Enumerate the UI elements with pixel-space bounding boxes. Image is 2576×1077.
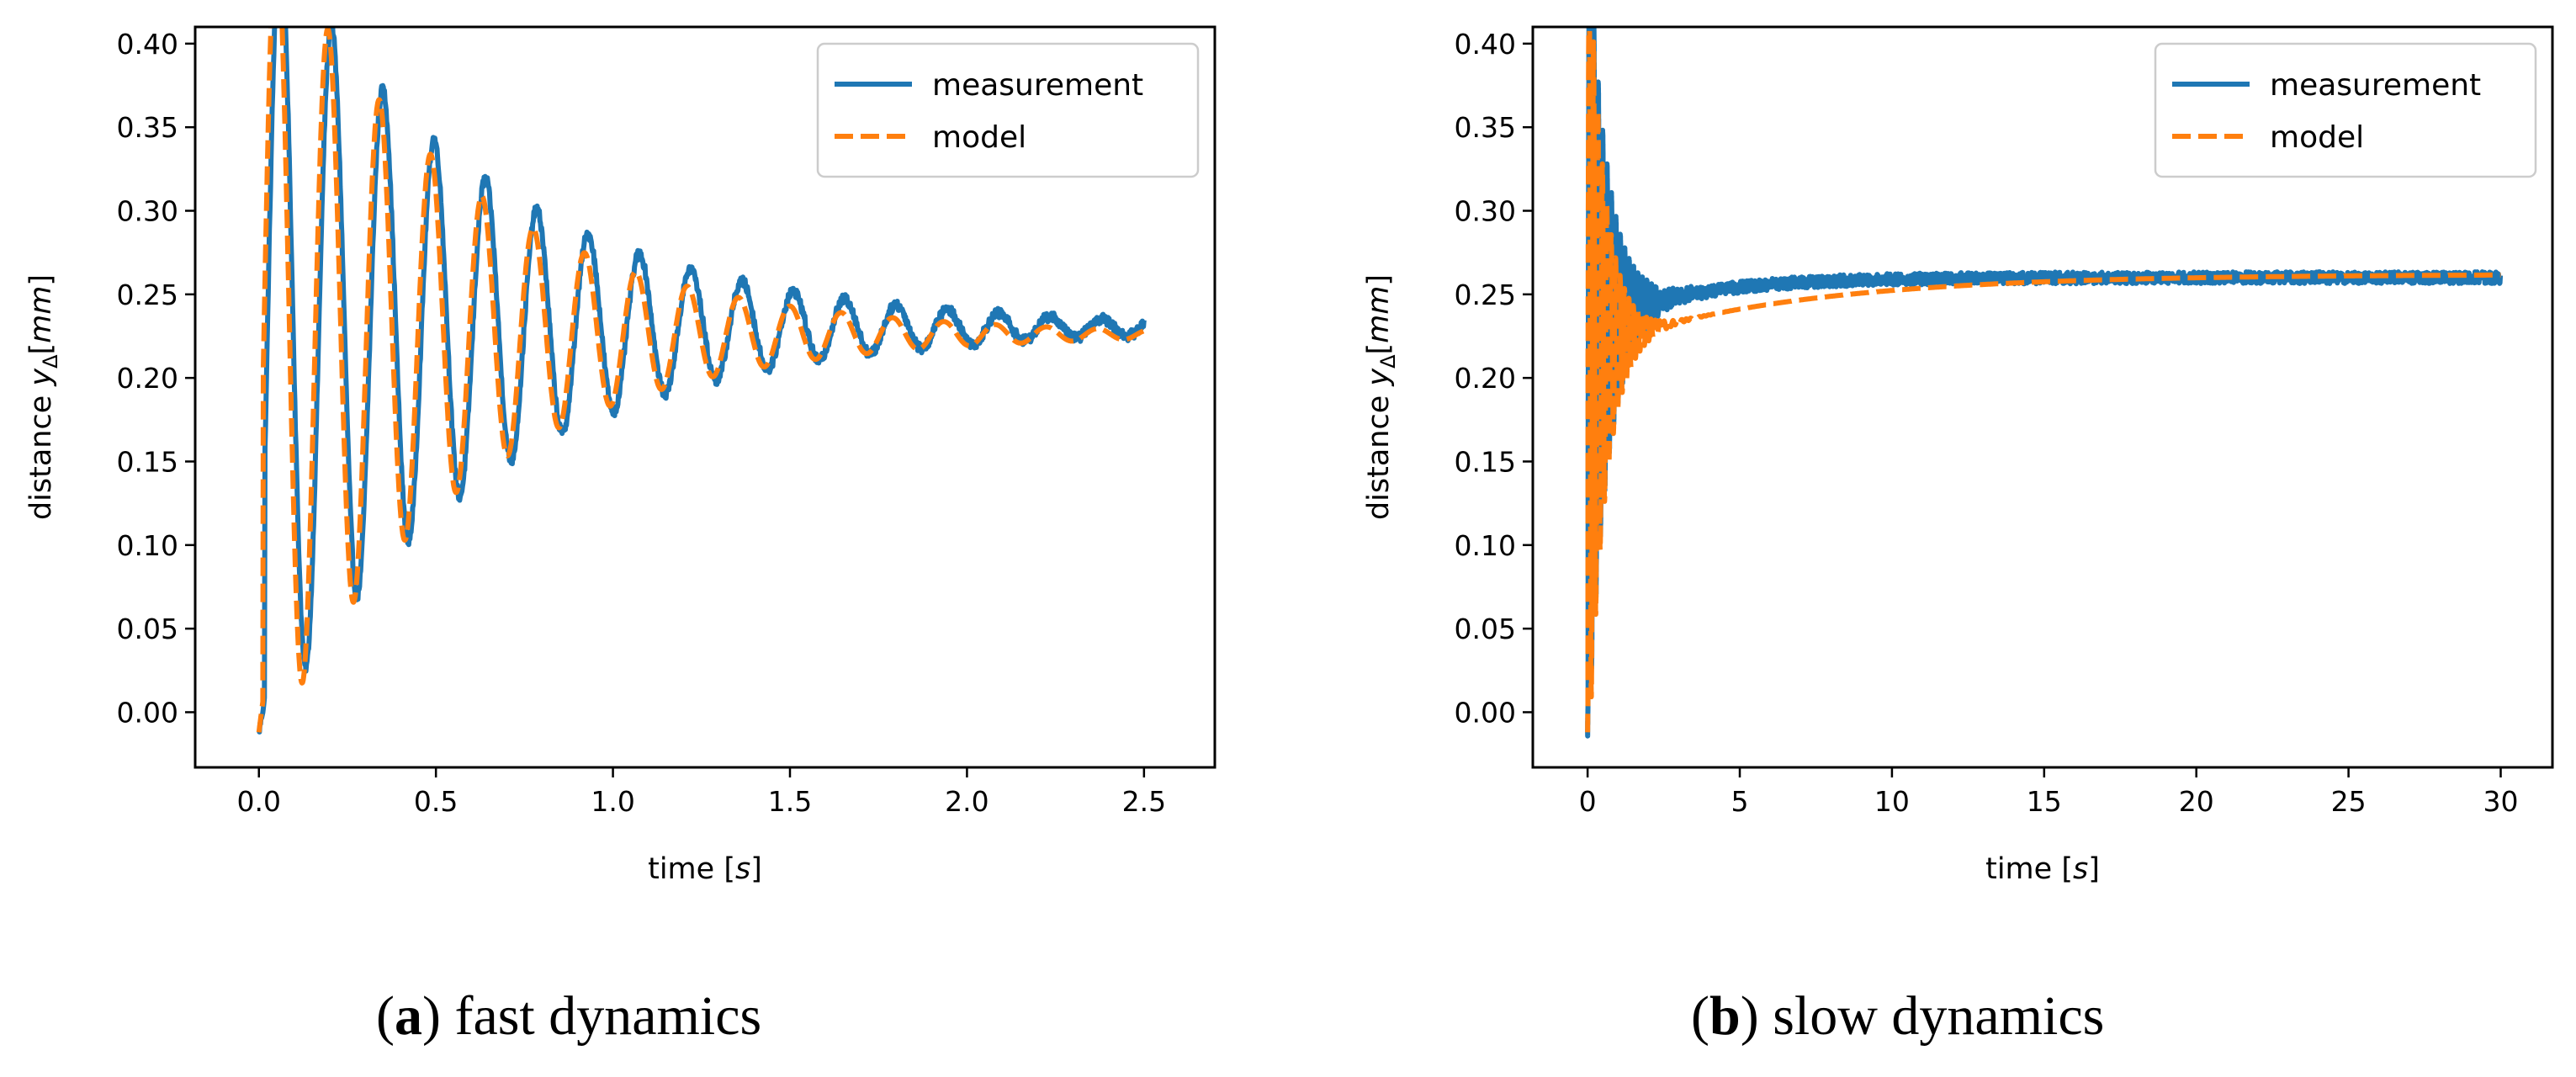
y-tick-label: 0.40: [117, 28, 178, 61]
y-tick-label: 0.10: [1455, 529, 1516, 562]
caption-fast: (a) fast dynamics: [376, 985, 762, 1047]
y-tick-label: 0.00: [1455, 696, 1516, 729]
series-model-line: [256, 27, 1147, 733]
legend-label-model: model: [2270, 120, 2364, 155]
y-tick-label: 0.30: [1455, 195, 1516, 228]
chart-panel-slow-dynamics: 0 5 10 15 20 25 30 0.00 0.05 0.10 0.15 0.20 0.25 0.30…: [1362, 25, 2554, 886]
y-tick-label: 0.10: [117, 529, 178, 562]
x-tick-label: 5: [1731, 785, 1749, 818]
x-tick-label: 0: [1579, 785, 1597, 818]
legend-fast: measurement model: [816, 42, 1200, 178]
y-tick-label: 0.25: [117, 279, 178, 311]
x-tick-label: 25: [2331, 785, 2367, 818]
chart-panel-fast-dynamics: 0.0 0.5 1.0 1.5 2.0 2.5 0.00 0.05 0.10 0.15 0.20 0.…: [24, 25, 1216, 886]
x-tick-label: 15: [2027, 785, 2062, 818]
y-axis-label-fast: distance yΔ[mm]: [24, 274, 62, 520]
series-measurement-line: [256, 27, 1147, 735]
y-tick-label: 0.35: [117, 111, 178, 144]
x-tick-label: 0.0: [237, 785, 281, 818]
y-tick-label: 0.40: [1455, 28, 1516, 61]
ticks-slow: 0 5 10 15 20 25 30 0.00 0.05 0.10 0.15 0.20 0.25 0.30…: [1455, 28, 2519, 818]
series-model-line: [1585, 27, 2504, 733]
x-tick-label: 2.0: [945, 785, 989, 818]
legend-slow: measurement model: [2154, 42, 2537, 178]
legend-label-model: model: [932, 120, 1026, 155]
legend-box: [2154, 42, 2537, 178]
y-tick-label: 0.00: [117, 696, 178, 729]
x-tick-label: 20: [2179, 785, 2214, 818]
axes-frame-fast: [193, 25, 1216, 769]
x-tick-label: 10: [1874, 785, 1910, 818]
legend-label-measurement: measurement: [2270, 68, 2481, 103]
y-axis-label-slow: distance yΔ[mm]: [1362, 274, 1400, 520]
ticks-fast: 0.0 0.5 1.0 1.5 2.0 2.5 0.00 0.05 0.10 0.15 0.20 0.…: [117, 28, 1167, 818]
y-tick-label: 0.35: [1455, 111, 1516, 144]
y-tick-label: 0.20: [1455, 362, 1516, 395]
x-tick-label: 2.5: [1122, 785, 1166, 818]
y-tick-label: 0.15: [1455, 445, 1516, 478]
x-axis-label-fast: time [s]: [648, 852, 762, 886]
legend-box: [816, 42, 1200, 178]
y-tick-label: 0.30: [117, 195, 178, 228]
axes-frame-slow: [1531, 25, 2554, 769]
x-tick-label: 30: [2483, 785, 2518, 818]
y-tick-label: 0.05: [1455, 613, 1516, 645]
x-tick-label: 0.5: [414, 785, 458, 818]
caption-slow: (b) slow dynamics: [1691, 985, 2105, 1047]
x-tick-label: 1.0: [591, 785, 634, 818]
plot-area-fast: [256, 27, 1147, 735]
x-tick-label: 1.5: [768, 785, 812, 818]
plot-area-slow: [1585, 27, 2504, 739]
x-axis-label-slow: time [s]: [1985, 852, 2100, 886]
legend-label-measurement: measurement: [932, 68, 1143, 103]
y-tick-label: 0.20: [117, 362, 178, 395]
y-tick-label: 0.25: [1455, 279, 1516, 311]
y-tick-label: 0.05: [117, 613, 178, 645]
y-tick-label: 0.15: [117, 445, 178, 478]
